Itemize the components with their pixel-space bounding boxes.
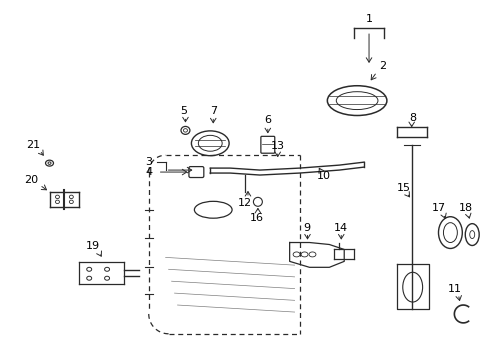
Text: 18: 18	[458, 203, 472, 213]
Text: 17: 17	[430, 203, 445, 213]
Text: 5: 5	[180, 105, 186, 116]
Text: 21: 21	[26, 140, 41, 150]
Text: 15: 15	[396, 183, 410, 193]
Text: 13: 13	[270, 141, 284, 151]
Text: 4: 4	[145, 167, 152, 177]
Text: 9: 9	[303, 222, 309, 233]
Text: 11: 11	[447, 284, 460, 294]
Text: 6: 6	[264, 116, 271, 126]
Text: 20: 20	[24, 175, 39, 185]
Text: 2: 2	[379, 61, 386, 71]
Text: 12: 12	[238, 198, 251, 208]
Text: 8: 8	[408, 113, 415, 123]
Text: 3: 3	[145, 157, 152, 167]
Text: 7: 7	[209, 105, 216, 116]
Text: 16: 16	[249, 213, 264, 223]
Ellipse shape	[48, 162, 51, 165]
Text: 19: 19	[86, 242, 100, 252]
Text: 10: 10	[316, 171, 330, 181]
Text: 14: 14	[333, 222, 347, 233]
Text: 1: 1	[365, 14, 372, 24]
